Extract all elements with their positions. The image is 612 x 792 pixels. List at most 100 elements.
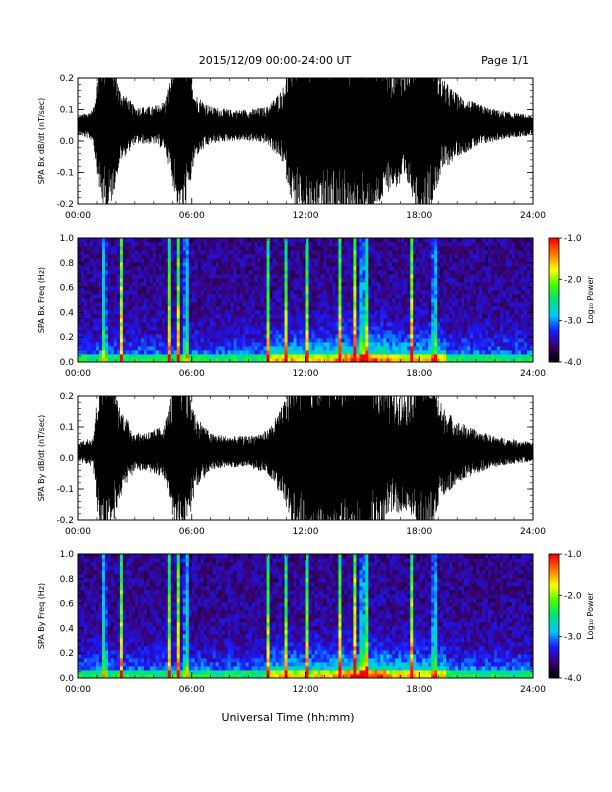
heatmap-cell	[242, 314, 247, 319]
heatmap-cell	[386, 330, 390, 335]
heatmap-cell	[134, 314, 139, 319]
heatmap-cell	[341, 242, 345, 247]
heatmap-cell	[410, 270, 414, 275]
heatmap-cell	[269, 294, 273, 299]
heatmap-cell	[434, 258, 438, 263]
heatmap-cell	[236, 274, 241, 279]
heatmap-cell	[461, 254, 465, 259]
heatmap-cell	[104, 246, 109, 251]
heatmap-cell	[176, 250, 181, 255]
heatmap-cell	[455, 342, 459, 347]
heatmap-cell	[197, 330, 202, 335]
heatmap-cell	[98, 306, 103, 311]
heatmap-cell	[158, 250, 163, 255]
heatmap-cell	[281, 310, 285, 315]
heatmap-cell	[200, 346, 205, 351]
heatmap-cell	[215, 270, 220, 275]
heatmap-cell	[512, 306, 516, 311]
heatmap-cell	[515, 282, 519, 287]
heatmap-cell	[476, 298, 480, 303]
heatmap-cell	[452, 274, 456, 279]
heatmap-cell	[506, 322, 510, 327]
heatmap-cell	[527, 354, 531, 359]
heatmap-cell	[503, 286, 507, 291]
heatmap-cell	[461, 358, 465, 363]
heatmap-cell	[431, 334, 435, 339]
heatmap-cell	[455, 350, 459, 355]
heatmap-cell	[98, 270, 103, 275]
heatmap-cell	[116, 338, 121, 343]
heatmap-cell	[167, 322, 172, 327]
heatmap-cell	[176, 274, 181, 279]
heatmap-cell	[239, 350, 244, 355]
heatmap-cell	[392, 302, 396, 307]
heatmap-cell	[80, 358, 85, 363]
heatmap-cell	[368, 278, 372, 283]
heatmap-cell	[290, 338, 294, 343]
heatmap-cell	[425, 282, 429, 287]
heatmap-cell	[140, 306, 145, 311]
heatmap-cell	[425, 338, 429, 343]
heatmap-cell	[317, 290, 321, 295]
heatmap-cell	[458, 274, 462, 279]
heatmap-cell	[395, 334, 399, 339]
heatmap-cell	[275, 286, 279, 291]
heatmap-cell	[461, 250, 465, 255]
heatmap-cell	[104, 330, 109, 335]
heatmap-cell	[155, 270, 160, 275]
heatmap-cell	[527, 302, 531, 307]
heatmap-cell	[293, 314, 297, 319]
heatmap-cell	[356, 342, 360, 347]
heatmap-cell	[422, 322, 426, 327]
heatmap-cell	[368, 346, 372, 351]
heatmap-cell	[332, 306, 336, 311]
heatmap-cell	[317, 314, 321, 319]
heatmap-cell	[446, 282, 450, 287]
heatmap-cell	[170, 278, 175, 283]
heatmap-cell	[191, 318, 196, 323]
heatmap-cell	[407, 254, 411, 259]
heatmap-cell	[461, 266, 465, 271]
heatmap-cell	[395, 290, 399, 295]
heatmap-cell	[113, 358, 118, 363]
heatmap-cell	[149, 286, 154, 291]
heatmap-cell	[98, 322, 103, 327]
heatmap-cell	[320, 274, 324, 279]
heatmap-cell	[290, 266, 294, 271]
heatmap-cell	[458, 302, 462, 307]
heatmap-cell	[125, 250, 130, 255]
heatmap-cell	[221, 358, 226, 363]
colorbar-swatch	[549, 287, 559, 291]
heatmap-cell	[251, 306, 256, 311]
heatmap-cell	[314, 318, 318, 323]
heatmap-cell	[503, 354, 507, 359]
colorbar-swatch	[549, 242, 559, 245]
heatmap-cell	[269, 282, 273, 287]
heatmap-cell	[419, 354, 423, 359]
heatmap-cell	[215, 246, 220, 251]
heatmap-cell	[440, 302, 444, 307]
heatmap-cell	[440, 298, 444, 303]
heatmap-cell	[236, 282, 241, 287]
heatmap-cell	[353, 254, 357, 259]
heatmap-cell	[332, 246, 336, 251]
heatmap-cell	[482, 286, 486, 291]
heatmap-cell	[416, 286, 420, 291]
heatmap-cell	[221, 302, 226, 307]
heatmap-cell	[347, 270, 351, 275]
heatmap-cell	[518, 310, 522, 315]
heatmap-cell	[86, 250, 91, 255]
heatmap-cell	[173, 298, 178, 303]
heatmap-cell	[308, 310, 312, 315]
heatmap-cell	[161, 262, 166, 267]
heatmap-cell	[134, 302, 139, 307]
heatmap-cell	[443, 242, 447, 247]
heatmap-cell	[425, 334, 429, 339]
heatmap-cell	[78, 350, 82, 355]
heatmap-cell	[119, 322, 124, 327]
heatmap-cell	[128, 274, 133, 279]
heatmap-cell	[242, 238, 247, 243]
heatmap-cell	[194, 342, 199, 347]
colorbar-swatch	[549, 262, 559, 266]
heatmap-cell	[86, 242, 91, 247]
